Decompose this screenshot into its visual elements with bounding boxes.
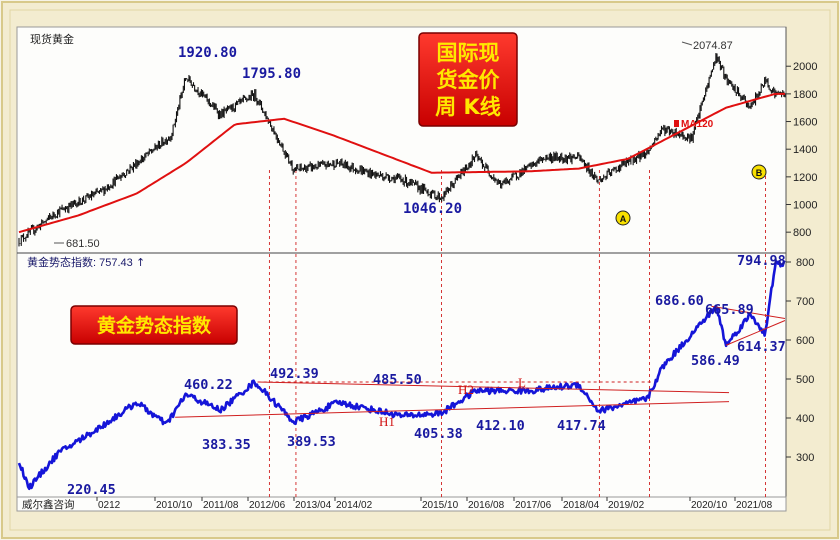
index-label-417: 417.74: [557, 418, 606, 434]
index-line: [17, 260, 786, 491]
x-tick-label: 0212: [98, 500, 121, 511]
index-badge-label: 黄金势态指数: [97, 314, 212, 337]
x-tick-label: 2013/04: [295, 500, 332, 511]
index-label-485: 485.50: [373, 372, 422, 388]
line-label-l: L: [518, 375, 526, 390]
lower-y-tick: 800: [796, 257, 814, 269]
index-readout: 黄金势态指数: 757.43: [27, 255, 133, 269]
lower-panel: [17, 260, 786, 491]
lower-y-tick: 400: [796, 413, 814, 425]
marker-a: A: [615, 210, 631, 226]
weekly-kline-badge: 国际现 货金价 周 K线: [418, 32, 518, 127]
x-tick-label: 2015/10: [422, 500, 459, 511]
trend-line: [257, 381, 730, 394]
badge-line-3: 周 K线: [435, 95, 501, 119]
x-tick-label: 2019/02: [608, 500, 645, 511]
lower-y-tick: 300: [796, 452, 814, 464]
low-label-2008: 681.50: [66, 238, 100, 250]
svg-text:B: B: [756, 168, 763, 178]
svg-text:A: A: [620, 214, 627, 224]
ma-marker-icon: [674, 120, 679, 127]
x-tick-label: 2012/06: [249, 500, 286, 511]
x-tick-label: 2016/08: [468, 500, 505, 511]
x-tick-label: 2014/02: [336, 500, 373, 511]
x-tick-label: 2010/10: [156, 500, 193, 511]
trough-label-2015: 1046.20: [403, 201, 462, 217]
trend-line: [725, 320, 786, 346]
upper-y-tick: 1400: [793, 144, 817, 156]
upper-y-tick: 1200: [793, 172, 817, 184]
index-label-389: 389.53: [287, 434, 336, 450]
index-label-383: 383.35: [202, 437, 251, 453]
peak-label-2011: 1920.80: [178, 45, 237, 61]
lower-y-tick: 500: [796, 374, 814, 386]
index-label-665: 665.89: [705, 302, 754, 318]
axes: 2000 1800 1600 1400 1200 1000 800 800 700 600 500 4…: [96, 61, 817, 511]
upper-y-tick: 2000: [793, 61, 817, 73]
upper-y-tick: 800: [793, 227, 811, 239]
index-badge: 黄金势态指数: [70, 305, 238, 345]
badge-line-2: 货金价: [437, 68, 501, 92]
x-tick-label: 2018/04: [563, 500, 600, 511]
high-label-2020: 2074.87: [693, 40, 733, 52]
x-tick-label: 2011/08: [203, 500, 239, 511]
index-label-614: 614.37: [737, 339, 786, 355]
upper-panel: [18, 53, 786, 247]
upper-y-tick: 1000: [793, 200, 817, 212]
peak-label-2012: 1795.80: [242, 66, 301, 82]
lower-y-tick: 600: [796, 335, 814, 347]
trend-line: [175, 401, 730, 418]
lower-y-tick: 700: [796, 296, 814, 308]
x-tick-label: 2020/10: [691, 500, 728, 511]
upper-y-tick: 1800: [793, 89, 817, 101]
line-label-h2: H2: [458, 382, 474, 397]
ma-label: MA120: [681, 119, 714, 130]
index-label-405: 405.38: [414, 426, 463, 442]
index-label-686: 686.60: [655, 293, 704, 309]
source-label: 威尔鑫咨询: [22, 498, 75, 511]
trend-line: [711, 305, 786, 320]
x-axis-band: [16, 496, 787, 512]
index-high-2021: 794.98: [737, 253, 786, 269]
plot-area: [16, 26, 787, 498]
x-tick-label: 2021/08: [736, 500, 773, 511]
index-label-492: 492.39: [270, 366, 319, 382]
index-low-2008: 220.45: [67, 482, 116, 498]
line-label-h1: H1: [379, 414, 395, 429]
index-label-412: 412.10: [476, 418, 525, 434]
upper-y-tick: 1600: [793, 117, 817, 129]
marker-b: B: [751, 164, 767, 180]
index-label-460: 460.22: [184, 377, 233, 393]
x-tick-label: 2017/06: [515, 500, 552, 511]
instrument-label: 现货黄金: [30, 32, 74, 46]
ma120-line: [18, 92, 785, 234]
price-candles: [18, 53, 786, 247]
index-label-586: 586.49: [691, 353, 740, 369]
badge-line-1: 国际现: [437, 41, 500, 65]
up-arrow-icon: ↑: [136, 256, 145, 269]
